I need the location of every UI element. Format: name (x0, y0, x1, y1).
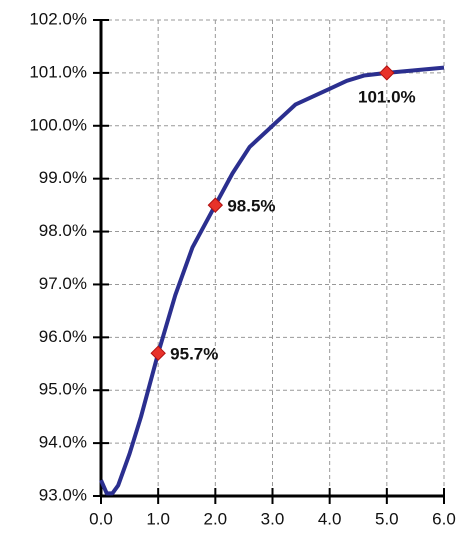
x-tick-label: 0.0 (89, 509, 113, 528)
y-tick-label: 101.0% (29, 62, 87, 81)
y-tick-label: 99.0% (39, 168, 87, 187)
x-tick-label: 3.0 (261, 509, 285, 528)
line (99, 65, 445, 496)
x-tick-label: 4.0 (318, 509, 342, 528)
y-tick-label: 100.0% (29, 115, 87, 134)
x-tick-label: 1.0 (146, 509, 170, 528)
y-tick-label: 96.0% (39, 327, 87, 346)
marker (379, 65, 395, 81)
data-label: 95.7% (170, 345, 218, 364)
marker (207, 197, 224, 213)
x-tick-label: 5.0 (375, 509, 399, 528)
y-tick-label: 97.0% (39, 274, 87, 293)
x-tick-label: 2.0 (204, 509, 228, 528)
data-label: 98.5% (227, 197, 275, 216)
x-tick-label: 6.0 (432, 509, 456, 528)
marker (150, 345, 166, 361)
data-label: 101.0% (358, 87, 416, 106)
y-tick-label: 93.0% (39, 485, 87, 504)
y-tick-label: 94.0% (39, 433, 87, 452)
y-tick-label: 98.0% (39, 221, 87, 240)
y-tick-label: 95.0% (39, 380, 87, 399)
y-tick-label: 102.0% (29, 9, 87, 28)
